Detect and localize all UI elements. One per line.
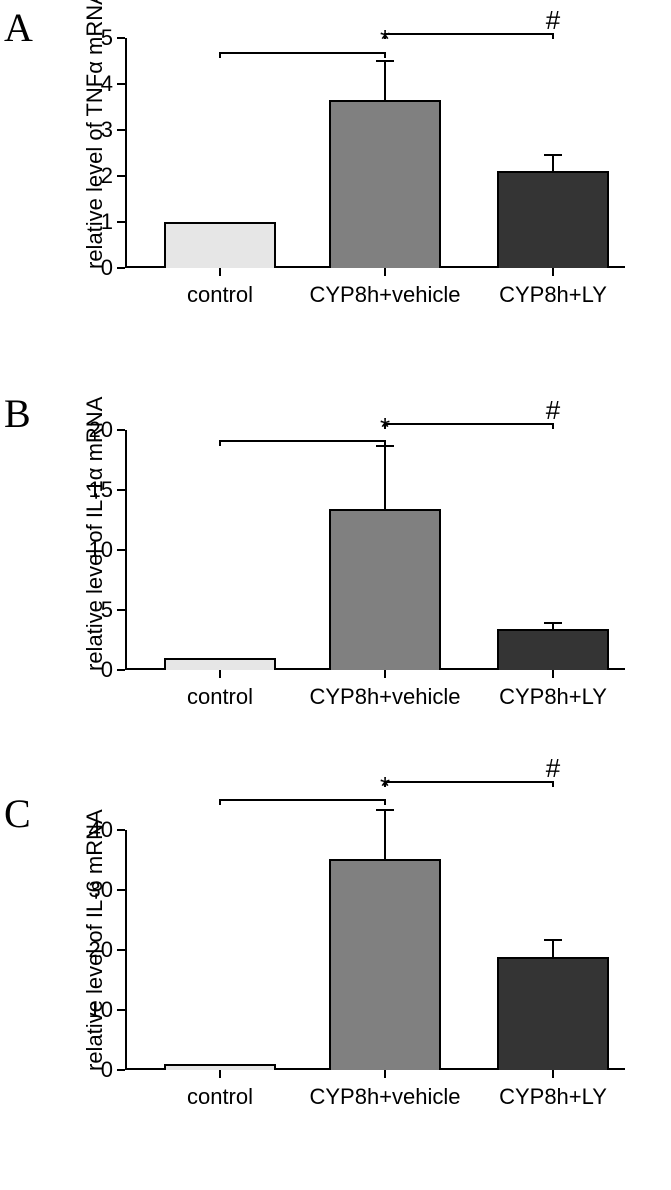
x-tick-label: CYP8h+vehicle bbox=[309, 282, 460, 308]
error-bar bbox=[384, 810, 386, 859]
y-tick bbox=[117, 221, 125, 223]
panel-label: C bbox=[4, 790, 31, 837]
y-tick bbox=[117, 609, 125, 611]
chart-b: 05101520controlCYP8h+vehicleCYP8h+LY*#re… bbox=[75, 430, 655, 730]
significance-line bbox=[220, 799, 385, 801]
significance-line bbox=[220, 440, 385, 442]
x-tick bbox=[219, 670, 221, 678]
x-tick bbox=[552, 1070, 554, 1078]
y-tick bbox=[117, 889, 125, 891]
x-tick-label: CYP8h+vehicle bbox=[309, 684, 460, 710]
x-tick bbox=[384, 268, 386, 276]
x-tick-label: CYP8h+LY bbox=[499, 282, 607, 308]
error-cap bbox=[376, 60, 394, 62]
x-tick bbox=[552, 268, 554, 276]
x-tick bbox=[552, 670, 554, 678]
bar bbox=[329, 509, 441, 670]
y-tick bbox=[117, 949, 125, 951]
y-axis-label: relative level of TNFα mRNA bbox=[82, 39, 108, 269]
significance-drop bbox=[219, 52, 221, 58]
x-tick-label: CYP8h+vehicle bbox=[309, 1084, 460, 1110]
x-tick-label: control bbox=[187, 1084, 253, 1110]
y-tick bbox=[117, 175, 125, 177]
plot-area: 010203040controlCYP8h+vehicleCYP8h+LY*# bbox=[125, 830, 625, 1070]
significance-marker: # bbox=[546, 753, 560, 784]
x-tick-label: control bbox=[187, 684, 253, 710]
significance-drop bbox=[384, 423, 386, 429]
plot-area: 05101520controlCYP8h+vehicleCYP8h+LY*# bbox=[125, 430, 625, 670]
y-axis bbox=[125, 830, 127, 1070]
significance-drop bbox=[219, 799, 221, 805]
panel-b: B 05101520controlCYP8h+vehicleCYP8h+LY*#r… bbox=[0, 390, 671, 750]
chart-a: 012345controlCYP8h+vehicleCYP8h+LY*# rela… bbox=[75, 38, 655, 328]
significance-drop bbox=[384, 781, 386, 787]
error-bar bbox=[552, 940, 554, 957]
bar bbox=[497, 629, 609, 670]
significance-line bbox=[220, 52, 385, 54]
y-axis bbox=[125, 430, 127, 670]
error-cap bbox=[544, 622, 562, 624]
plot-area: 012345controlCYP8h+vehicleCYP8h+LY*# bbox=[125, 38, 625, 268]
y-axis-label: relative level of IL-6 mRNA bbox=[82, 831, 108, 1071]
x-tick-label: CYP8h+LY bbox=[499, 1084, 607, 1110]
chart-c: 010203040controlCYP8h+vehicleCYP8h+LY*#r… bbox=[75, 830, 655, 1130]
y-tick bbox=[117, 129, 125, 131]
y-tick bbox=[117, 83, 125, 85]
bar bbox=[329, 859, 441, 1070]
significance-line bbox=[385, 33, 553, 35]
significance-line bbox=[385, 781, 553, 783]
significance-drop bbox=[219, 440, 221, 446]
error-cap bbox=[376, 809, 394, 811]
x-tick-label: control bbox=[187, 282, 253, 308]
panel-a: A 012345controlCYP8h+vehicleCYP8h+LY*# rel… bbox=[0, 4, 671, 354]
error-cap bbox=[544, 939, 562, 941]
bar bbox=[497, 957, 609, 1070]
y-axis-label: relative level of IL-1α mRNA bbox=[82, 431, 108, 671]
x-tick-label: CYP8h+LY bbox=[499, 684, 607, 710]
error-bar bbox=[384, 446, 386, 510]
error-bar bbox=[384, 61, 386, 100]
significance-drop bbox=[384, 33, 386, 39]
x-tick bbox=[219, 1070, 221, 1078]
x-tick bbox=[384, 670, 386, 678]
bar bbox=[164, 222, 276, 268]
y-tick bbox=[117, 1069, 125, 1071]
y-tick bbox=[117, 1009, 125, 1011]
panel-label: B bbox=[4, 390, 31, 437]
y-tick bbox=[117, 669, 125, 671]
bar bbox=[497, 171, 609, 268]
y-tick bbox=[117, 267, 125, 269]
significance-marker: # bbox=[546, 5, 560, 36]
x-tick bbox=[219, 268, 221, 276]
y-tick bbox=[117, 489, 125, 491]
y-tick bbox=[117, 549, 125, 551]
significance-marker: # bbox=[546, 395, 560, 426]
x-tick bbox=[384, 1070, 386, 1078]
y-axis bbox=[125, 38, 127, 268]
error-cap bbox=[544, 154, 562, 156]
significance-line bbox=[385, 423, 553, 425]
panel-label: A bbox=[4, 4, 33, 51]
y-tick bbox=[117, 37, 125, 39]
bar bbox=[329, 100, 441, 268]
bar bbox=[164, 658, 276, 670]
panel-c: C 010203040controlCYP8h+vehicleCYP8h+LY*#… bbox=[0, 790, 671, 1150]
y-tick bbox=[117, 829, 125, 831]
y-tick bbox=[117, 429, 125, 431]
error-bar bbox=[552, 155, 554, 171]
